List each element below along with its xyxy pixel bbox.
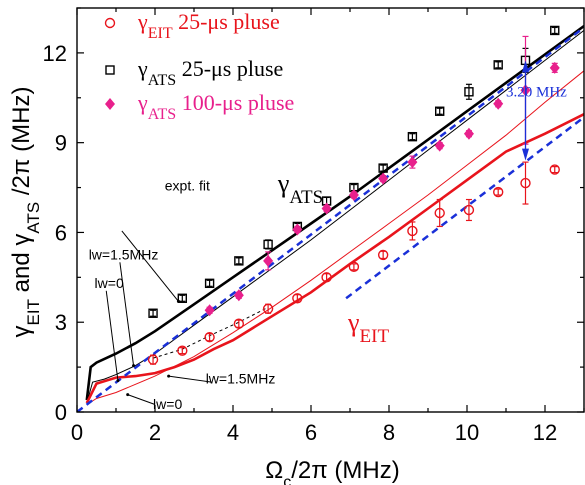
data-point (148, 308, 158, 318)
data-point (348, 189, 359, 202)
data-point (263, 254, 274, 267)
legend-label: γEIT 25-μs pluse (137, 9, 280, 42)
data-point (464, 87, 474, 97)
data-point (550, 25, 560, 36)
data-point (407, 156, 418, 169)
legend-label: γATS 100-μs pluse (137, 90, 294, 123)
data-point (348, 261, 360, 273)
y-tick-label: 0 (55, 400, 67, 425)
data-point (407, 131, 418, 142)
x-tick-label: 4 (227, 420, 239, 445)
legend-marker (105, 65, 115, 75)
annotation-text: 3.20 MHz (506, 84, 567, 100)
data-point (262, 303, 274, 314)
data-point (378, 172, 389, 185)
plot-frame (76, 7, 585, 413)
data-point (177, 293, 188, 303)
x-tick-label: 10 (455, 420, 479, 445)
data-point (378, 163, 388, 173)
y-tick-label: 3 (55, 310, 67, 335)
data-point (177, 345, 188, 356)
x-tick-label: 6 (305, 420, 317, 445)
y-tick-label: 12 (43, 41, 67, 66)
annotation-text: lw=0 (153, 396, 182, 412)
x-tick-label: 2 (149, 420, 161, 445)
annotation-text: expt. fit (165, 178, 210, 194)
annotation-leader (127, 394, 156, 405)
x-axis: 0 2 4 6 8 10 12 Ωc/2π (MHz) (71, 8, 585, 485)
annotation-leader (119, 262, 135, 366)
curve--ats-lw-0 (86, 30, 584, 404)
series-circle (147, 161, 560, 365)
annotation-leader-tip (167, 374, 171, 378)
curve--ats-lw-1-5mhz (85, 24, 584, 401)
data-point (147, 354, 159, 365)
annotation-leader (121, 230, 179, 302)
data-point (233, 289, 244, 302)
data-point (463, 127, 474, 140)
annotation-leader-tip (116, 379, 120, 383)
curve-label-eit: γEIT (347, 308, 389, 347)
annotation-text: lw=1.5MHz (89, 246, 159, 262)
annotation-leader-tip (126, 393, 130, 397)
legend-label: γATS 25-μs pluse (137, 56, 283, 89)
data-point (292, 223, 303, 236)
gap-arrow-head-top (522, 60, 529, 73)
annotation-leader (168, 375, 212, 383)
data-point (233, 318, 245, 329)
data-point (493, 97, 504, 110)
data-point (463, 204, 475, 216)
series-diamond (204, 35, 560, 317)
curve--eit-lw-0 (86, 70, 584, 405)
annotation-leader (105, 290, 119, 381)
curve-asymptote-ats (77, 26, 584, 412)
legend-marker (104, 17, 116, 29)
legend-marker (105, 98, 115, 110)
data-point (321, 202, 332, 215)
data-point (321, 272, 332, 283)
annotation-leader-tip (176, 299, 180, 303)
data-point (407, 225, 418, 237)
x-tick-label: 12 (533, 420, 557, 445)
data-point (377, 249, 389, 261)
data-point (263, 239, 273, 250)
data-point (434, 139, 445, 152)
data-point (434, 207, 445, 219)
data-point (493, 186, 504, 198)
curve--eit-lw-1-5mhz (85, 113, 584, 404)
data-point (204, 278, 215, 289)
x-tick-label: 8 (383, 420, 395, 445)
data-point (234, 256, 244, 266)
gap-arrow-head-bottom (522, 148, 529, 161)
data-point (549, 164, 560, 175)
data-point (549, 61, 560, 74)
annotation-text: lw=1.5MHz (206, 371, 276, 387)
y-tick-label: 9 (55, 131, 67, 156)
data-point (435, 106, 445, 116)
x-tick-label: 0 (71, 420, 83, 445)
data-point (493, 60, 503, 70)
data-point (520, 177, 531, 189)
plot-area: 3.20 MHz expt. fit lw=1.5MHz lw=0 lw=1.5MHz l… (77, 24, 584, 412)
data-point (204, 331, 215, 343)
data-point (292, 293, 303, 304)
data-point (204, 304, 215, 317)
y-tick-label: 6 (55, 220, 67, 245)
annotation-leader-tip (132, 364, 136, 368)
x-axis-label: Ωc/2π (MHz) (265, 457, 400, 485)
y-axis-label: γEIT and γATS /2π (MHz) (8, 87, 43, 338)
curve-label-ats: γATS (277, 169, 323, 208)
annotation-text: lw=0 (95, 275, 124, 291)
